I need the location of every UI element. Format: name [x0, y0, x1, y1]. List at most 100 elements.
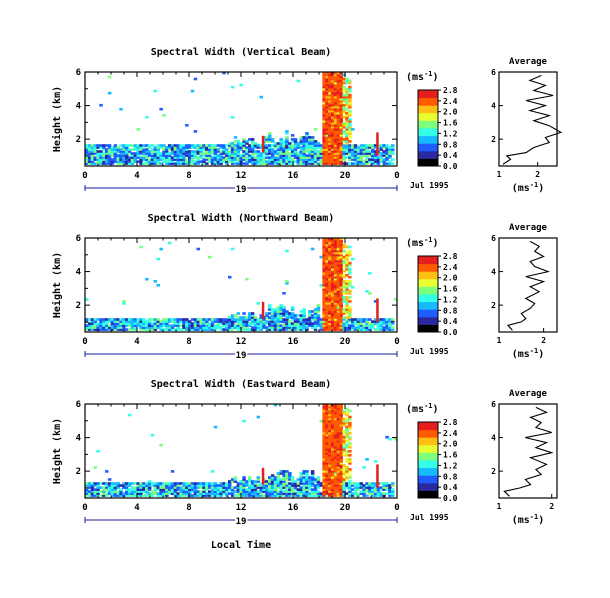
heatmap-cell	[105, 144, 109, 147]
heatmap-cell	[182, 326, 186, 329]
unit-close: )	[433, 404, 439, 415]
heatmap-cell	[256, 490, 261, 493]
heatmap-cell	[262, 322, 266, 325]
colorbar-segment	[418, 490, 438, 499]
heatmap-cell	[110, 162, 115, 165]
heatmap-cell	[342, 103, 346, 107]
heatmap-cell	[293, 328, 298, 331]
x-tick-label: 8	[186, 171, 191, 181]
heatmap-cell	[167, 144, 172, 147]
heatmap-cell	[305, 320, 309, 323]
heatmap-cell	[313, 150, 318, 153]
heatmap-cell	[319, 284, 323, 287]
heatmap-cell	[242, 478, 246, 481]
heatmap-cell	[362, 144, 366, 147]
heatmap-cell	[296, 324, 301, 327]
x-tick-label: 0	[394, 171, 399, 181]
heatmap-cell	[325, 298, 329, 301]
heatmap-cell	[179, 328, 183, 331]
heatmap-cell	[325, 429, 329, 433]
heatmap-cell	[90, 328, 95, 331]
heatmap-cell	[139, 245, 143, 249]
heatmap-cell	[385, 322, 389, 325]
heatmap-cell	[139, 150, 143, 153]
heatmap-cell	[339, 99, 343, 103]
heatmap-cell	[156, 488, 160, 491]
heatmap-cell	[253, 482, 258, 485]
heatmap-cell	[339, 126, 343, 129]
heatmap-cell	[193, 318, 198, 321]
heatmap-cell	[351, 156, 355, 159]
heatmap-cell	[282, 472, 286, 475]
heatmap-cell	[242, 326, 246, 329]
heatmap-cell	[328, 310, 332, 313]
heatmap-cell	[336, 245, 341, 249]
heatmap-cell	[385, 326, 389, 329]
heatmap-cell	[270, 322, 275, 325]
heatmap-cell	[96, 146, 100, 149]
heatmap-cell	[125, 146, 129, 149]
heatmap-cell	[322, 273, 326, 277]
heatmap-cell	[371, 146, 375, 149]
heatmap-cell	[250, 142, 255, 145]
heatmap-cell	[388, 150, 392, 153]
heatmap-cell	[339, 435, 343, 439]
heatmap-cell	[371, 322, 375, 325]
heatmap-cell	[176, 148, 180, 151]
heatmap-cell	[245, 316, 249, 319]
colorbar-segment	[418, 324, 438, 333]
heatmap-cell	[322, 443, 326, 447]
heatmap-cell	[153, 324, 158, 327]
heatmap-cell	[348, 324, 352, 327]
heatmap-cell	[182, 158, 186, 161]
heatmap-cell	[270, 160, 275, 163]
heatmap-cell	[379, 486, 384, 489]
heatmap-cell	[113, 488, 118, 491]
heatmap-cell	[182, 148, 186, 151]
heatmap-cell	[373, 492, 378, 495]
heatmap-cell	[325, 101, 329, 105]
heatmap-cell	[342, 132, 346, 135]
heatmap-cell	[333, 271, 338, 275]
heatmap-cell	[245, 318, 249, 321]
heatmap-cell	[167, 162, 172, 165]
heatmap-cell	[371, 494, 375, 497]
heatmap-cell	[310, 316, 315, 319]
heatmap-cell	[116, 490, 120, 493]
heatmap-cell	[325, 247, 329, 251]
heatmap-cell	[339, 405, 343, 409]
heatmap-cell	[336, 253, 341, 257]
heatmap-cell	[156, 160, 160, 163]
heatmap-cell	[356, 318, 361, 321]
heatmap-cell	[162, 484, 166, 487]
heatmap-cell	[331, 120, 335, 123]
heatmap-cell	[276, 324, 281, 327]
heatmap-cell	[285, 144, 289, 147]
heatmap-cell	[176, 492, 180, 495]
heatmap-cell	[96, 318, 100, 321]
heatmap-cell	[285, 154, 289, 157]
heatmap-cell	[288, 320, 292, 323]
heatmap-cell	[125, 484, 129, 487]
heatmap-cell	[93, 492, 98, 495]
heatmap-cell	[345, 101, 349, 105]
heatmap-cell	[328, 257, 332, 261]
heatmap-cell	[185, 322, 189, 325]
heatmap-cell	[282, 154, 286, 157]
heatmap-cell	[373, 490, 378, 493]
heatmap-cell	[328, 484, 332, 487]
heatmap-cell	[331, 314, 335, 317]
heatmap-cell	[345, 324, 349, 327]
heatmap-cell	[253, 144, 258, 147]
heatmap-cell	[339, 265, 343, 269]
heatmap-cell	[333, 454, 338, 457]
heatmap-cell	[331, 142, 335, 145]
heatmap-cell	[113, 146, 118, 149]
heatmap-cell	[331, 245, 335, 249]
heatmap-cell	[331, 77, 335, 81]
heatmap-cell	[336, 148, 341, 151]
heatmap-cell	[122, 492, 126, 495]
heatmap-cell	[333, 128, 338, 131]
heatmap-cell	[348, 314, 352, 317]
heatmap-cell	[362, 486, 366, 489]
